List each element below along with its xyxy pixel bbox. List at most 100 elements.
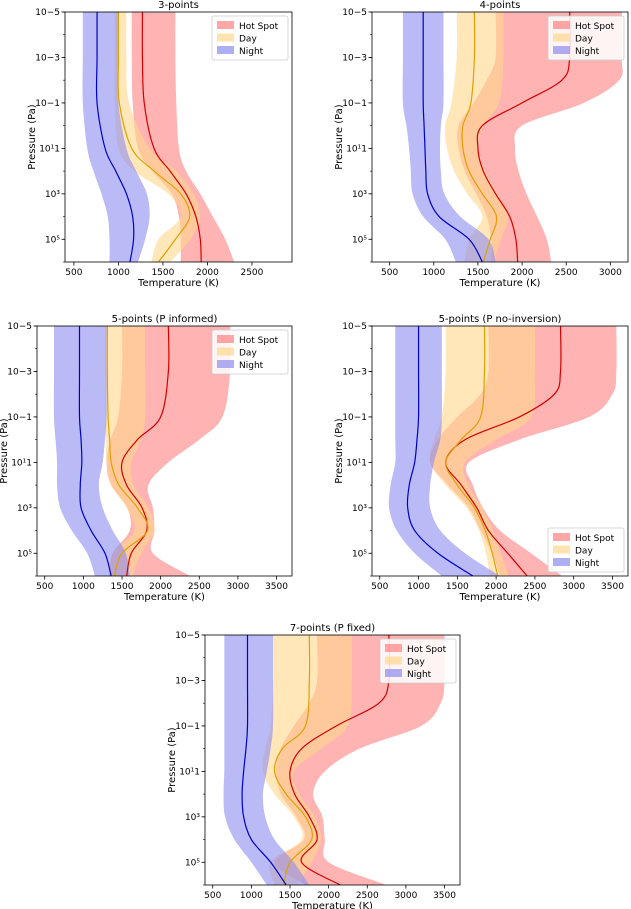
x-tick-label: 3500 — [601, 582, 624, 592]
legend: Hot Spot Day Night — [547, 527, 625, 573]
median-line-day — [445, 326, 499, 576]
axes-frame — [36, 325, 293, 577]
legend: Hot Spot Day Night — [211, 329, 289, 375]
axes-frame — [64, 11, 293, 263]
chart-title: 4-points — [480, 0, 521, 11]
median-line-hot-spot — [289, 635, 391, 885]
y-tick-label: 10³ — [352, 190, 367, 200]
x-axis-label: Temperature (K) — [123, 592, 205, 603]
legend-label-day: Day — [575, 35, 593, 45]
panel-5-points-p-informed: 500 1000 1500 2000 2500 3000 3500 10−5 10−3 10−1 1… — [0, 314, 293, 603]
y-tick-label: 10−3 — [342, 53, 367, 63]
legend: Hot Spot Day Night — [547, 15, 625, 61]
legend-label-hot-spot: Hot Spot — [239, 336, 279, 346]
legend-swatch-day — [385, 656, 402, 665]
y-axis-label: Pressure (Pa) — [27, 104, 38, 169]
y-tick-label: 10⁵ — [185, 858, 200, 868]
legend-swatch-hot-spot — [385, 644, 402, 652]
band-day — [262, 635, 353, 885]
x-tick-label: 3000 — [394, 891, 417, 901]
chart-title: 7-points (P fixed) — [290, 623, 375, 634]
x-tick-label: 2500 — [188, 582, 211, 592]
band-day — [429, 326, 536, 576]
legend-label-hot-spot: Hot Spot — [575, 534, 615, 544]
x-tick-label: 3000 — [226, 582, 249, 592]
y-tick-label: 10³ — [17, 504, 32, 514]
median-line-hot-spot — [476, 12, 571, 262]
y-tick-label: 10−3 — [342, 367, 367, 377]
median-line-day — [106, 326, 149, 576]
x-tick-label: 2500 — [523, 582, 546, 592]
legend-swatch-hot-spot — [553, 533, 570, 541]
legend-swatch-hot-spot — [217, 21, 234, 29]
legend-swatch-day — [553, 545, 570, 554]
plot-area — [388, 326, 617, 576]
x-tick-label: 1000 — [107, 268, 130, 278]
legend-swatch-day — [553, 33, 570, 42]
y-tick-label: 10−3 — [7, 367, 32, 377]
plot-area — [223, 635, 445, 885]
legend-label-night: Night — [575, 559, 600, 569]
y-tick-label: 10−5 — [35, 8, 60, 18]
y-tick-label: 10−1 — [35, 99, 60, 109]
x-tick-label: 2000 — [485, 582, 508, 592]
x-tick-label: 2000 — [317, 891, 340, 901]
x-tick-label: 1000 — [422, 268, 445, 278]
band-night — [402, 12, 496, 262]
panel-4-points: 500 1000 1500 2000 2500 3000 10−5 10−3 10−1 10¹1 1… — [334, 0, 629, 289]
y-tick-label: 10³ — [45, 190, 60, 200]
x-tick-label: 1000 — [407, 582, 430, 592]
legend-label-day: Day — [407, 658, 425, 668]
x-tick-label: 3500 — [433, 891, 456, 901]
x-tick-label: 2000 — [511, 268, 534, 278]
panel-3-points: 500 1000 1500 2000 2500 10−5 10−3 10−1 10¹1 10³ 10… — [27, 0, 293, 289]
median-line-hot-spot — [141, 12, 202, 262]
y-tick-label: 10−5 — [175, 631, 200, 641]
y-tick-label: 10¹1 — [346, 458, 367, 468]
panel-7-points-p-fixed: 500 1000 1500 2000 2500 3000 3500 10−5 10−3 10−1 1… — [167, 623, 461, 909]
x-tick-label: 500 — [36, 582, 53, 592]
x-tick-label: 3500 — [265, 582, 288, 592]
band-day — [445, 12, 508, 262]
x-tick-label: 1500 — [279, 891, 302, 901]
x-tick-label: 2000 — [196, 268, 219, 278]
legend-swatch-day — [217, 33, 234, 42]
y-axis-label: Pressure (Pa) — [334, 418, 345, 483]
median-line-night — [406, 326, 474, 576]
y-tick-label: 10⁵ — [45, 235, 60, 245]
y-tick-label: 10⁵ — [17, 549, 32, 559]
plot-area — [402, 12, 623, 262]
axes-frame — [371, 11, 629, 263]
y-tick-label: 10−1 — [7, 413, 32, 423]
y-tick-label: 10−3 — [35, 53, 60, 63]
x-tick-label: 1000 — [240, 891, 263, 901]
y-tick-label: 10−5 — [342, 322, 367, 332]
x-tick-label: 2500 — [240, 268, 263, 278]
median-line-hot-spot — [120, 326, 170, 576]
median-line-day — [117, 12, 191, 262]
axes-frame — [204, 634, 461, 886]
legend-swatch-night — [217, 46, 234, 54]
x-tick-label: 3000 — [599, 268, 622, 278]
x-tick-label: 500 — [65, 268, 82, 278]
x-tick-label: 3000 — [562, 582, 585, 592]
legend-label-hot-spot: Hot Spot — [407, 645, 447, 655]
chart-title: 3-points — [158, 0, 199, 11]
y-tick-label: 10−1 — [342, 99, 367, 109]
band-hot-spot — [131, 12, 235, 262]
x-tick-label: 1000 — [72, 582, 95, 592]
x-tick-label: 1500 — [151, 268, 174, 278]
y-tick-label: 10⁵ — [352, 549, 367, 559]
x-tick-label: 500 — [204, 891, 221, 901]
legend-swatch-day — [217, 347, 234, 356]
median-line-night — [95, 12, 135, 262]
x-tick-label: 2500 — [555, 268, 578, 278]
y-tick-label: 10−3 — [175, 676, 200, 686]
legend-label-day: Day — [239, 35, 257, 45]
x-tick-label: 2500 — [356, 891, 379, 901]
y-tick-label: 10−1 — [342, 413, 367, 423]
y-axis-label: Pressure (Pa) — [0, 418, 10, 483]
y-tick-label: 10−5 — [7, 322, 32, 332]
median-line-night — [78, 326, 112, 576]
